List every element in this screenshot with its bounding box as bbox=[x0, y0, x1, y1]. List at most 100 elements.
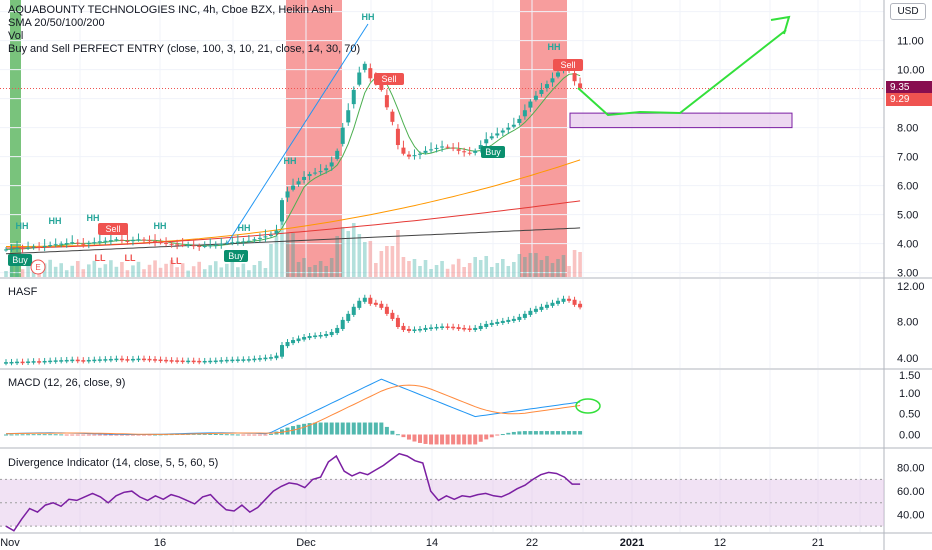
candle-body bbox=[42, 245, 47, 247]
macd-hist-bar bbox=[213, 433, 218, 435]
volume-bar bbox=[506, 266, 511, 277]
hasf-body bbox=[15, 361, 20, 364]
hasf-body bbox=[75, 359, 80, 362]
macd-hist-bar bbox=[241, 434, 246, 436]
hasf-body bbox=[31, 361, 36, 363]
macd-hist-bar bbox=[451, 434, 456, 445]
macd-hist-bar bbox=[445, 434, 450, 445]
volume-bar bbox=[158, 267, 163, 277]
volume-bar bbox=[169, 260, 174, 277]
candle-body bbox=[489, 136, 494, 139]
candle-body bbox=[418, 153, 422, 155]
earnings-marker bbox=[30, 259, 46, 275]
hasf-body bbox=[423, 327, 428, 331]
candle-body bbox=[280, 200, 284, 222]
macd-hist-bar bbox=[37, 434, 42, 436]
currency-button[interactable]: USD bbox=[890, 3, 926, 20]
candle-body bbox=[153, 241, 158, 243]
hasf-body bbox=[384, 306, 389, 314]
hasf-body bbox=[197, 360, 202, 363]
buy-label: Buy bbox=[12, 255, 28, 265]
macd-hist-bar bbox=[130, 434, 135, 436]
hasf-body bbox=[478, 325, 483, 330]
rsi-tick: 60.00 bbox=[897, 486, 925, 498]
hasf-body bbox=[70, 359, 75, 362]
hasf-body bbox=[153, 359, 158, 361]
macd-hist-bar bbox=[81, 434, 86, 436]
indicator-perfect-entry-legend[interactable]: Buy and Sell PERFECT ENTRY (close, 100, … bbox=[8, 43, 361, 55]
hasf-body bbox=[119, 358, 124, 361]
time-tick: 12 bbox=[714, 537, 726, 549]
hh-label: HH bbox=[49, 216, 62, 226]
volume-bar bbox=[236, 267, 240, 277]
volume-bar bbox=[418, 266, 422, 277]
macd-hist-bar bbox=[423, 434, 428, 444]
volume-bar bbox=[53, 266, 58, 277]
macd-hist-bar bbox=[103, 434, 108, 436]
hasf-body bbox=[97, 359, 102, 361]
hasf-body bbox=[456, 327, 461, 330]
volume-bar bbox=[269, 244, 273, 277]
volume-bar bbox=[175, 267, 179, 277]
macd-hist-bar bbox=[64, 434, 69, 436]
macd-hist-bar bbox=[429, 434, 434, 445]
candle-body bbox=[175, 244, 180, 246]
candle-body bbox=[324, 168, 329, 171]
hasf-body bbox=[296, 338, 301, 342]
macd-title[interactable]: MACD (12, 26, close, 9) bbox=[8, 377, 126, 389]
volume-bar bbox=[412, 259, 417, 277]
volume-bar bbox=[517, 254, 522, 277]
candle-body bbox=[64, 243, 69, 245]
indicator-vol-legend[interactable]: Vol bbox=[8, 30, 24, 42]
candle-body bbox=[384, 95, 389, 108]
price-tick: 8.00 bbox=[897, 123, 918, 135]
hasf-body bbox=[445, 326, 450, 328]
candle-body bbox=[48, 245, 53, 247]
macd-hist-bar bbox=[136, 434, 141, 436]
hasf-title[interactable]: HASF bbox=[8, 286, 38, 298]
time-tick: 22 bbox=[526, 537, 538, 549]
indicator-sma-legend[interactable]: SMA 20/50/100/200 bbox=[8, 17, 105, 29]
volume-bar bbox=[478, 260, 483, 277]
hasf-body bbox=[429, 327, 434, 330]
candle-body bbox=[147, 240, 152, 242]
volume-bar bbox=[374, 263, 378, 277]
hasf-body bbox=[186, 360, 191, 363]
hh-label: HH bbox=[284, 156, 297, 166]
divergence-pane bbox=[0, 452, 884, 532]
hasf-body bbox=[37, 361, 42, 363]
candle-body bbox=[70, 242, 75, 244]
divergence-title[interactable]: Divergence Indicator (14, close, 5, 5, 6… bbox=[8, 457, 219, 469]
projection-drawing[interactable] bbox=[226, 15, 793, 245]
macd-hist-bar bbox=[75, 434, 80, 436]
price-tick: 10.00 bbox=[897, 65, 925, 77]
hasf-body bbox=[268, 357, 273, 359]
volume-bar bbox=[26, 264, 30, 277]
macd-hist-bar bbox=[268, 433, 273, 435]
signal-line bbox=[5, 384, 581, 435]
candle-body bbox=[31, 246, 36, 248]
volume-bar bbox=[429, 269, 433, 277]
volume-bar bbox=[512, 262, 516, 277]
axes: 3.004.005.006.007.008.009.0010.0011.0012… bbox=[0, 7, 924, 549]
candle-body bbox=[462, 151, 467, 153]
volume-bar bbox=[202, 269, 207, 277]
candle-body bbox=[556, 72, 560, 77]
hasf-body bbox=[401, 325, 406, 331]
candle-body bbox=[9, 248, 14, 250]
hasf-body bbox=[142, 358, 146, 361]
hasf-tick: 4.00 bbox=[897, 353, 918, 365]
macd-hist-bar bbox=[147, 434, 152, 436]
candle-body bbox=[235, 241, 240, 243]
hasf-body bbox=[484, 323, 489, 327]
volume-bar bbox=[451, 264, 455, 277]
volume-bar bbox=[545, 256, 549, 277]
volume-bar bbox=[534, 253, 538, 277]
macd-hist-bar bbox=[329, 422, 334, 435]
macd-hist-bar bbox=[97, 434, 102, 436]
candle-body bbox=[296, 181, 301, 185]
candle-body bbox=[180, 244, 185, 246]
hasf-body bbox=[224, 359, 229, 362]
volume-bar bbox=[501, 259, 505, 277]
hasf-body bbox=[235, 359, 240, 361]
